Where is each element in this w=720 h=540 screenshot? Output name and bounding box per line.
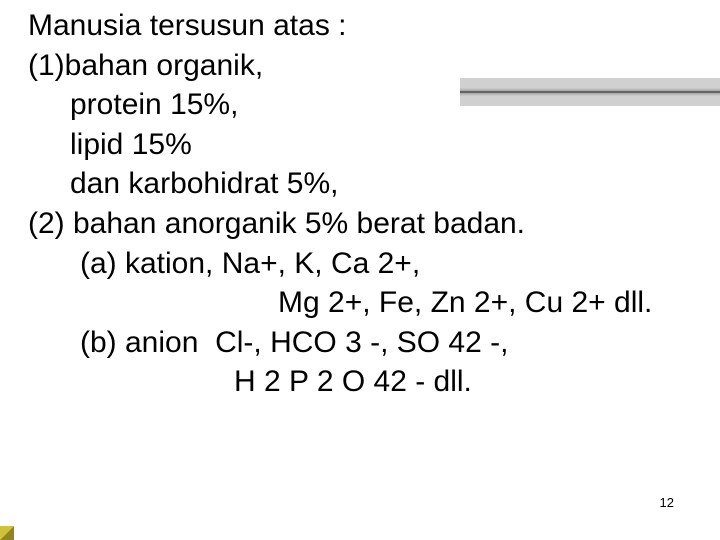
text-line-8: Mg 2+, Fe, Zn 2+, Cu 2+ dll. — [28, 283, 700, 323]
text-line-3: protein 15%, — [28, 85, 700, 125]
slide-body-text: Manusia tersusun atas : (1)bahan organik… — [28, 6, 700, 402]
text-line-10: H 2 P 2 O 42 - dll. — [28, 362, 700, 402]
text-line-2: (1)bahan organik, — [28, 46, 700, 86]
corner-decoration-fold — [0, 526, 14, 540]
text-line-9: (b) anion Cl-, HCO 3 -, SO 42 -, — [28, 323, 700, 363]
page-number: 12 — [660, 495, 674, 510]
text-line-1: Manusia tersusun atas : — [28, 6, 700, 46]
text-line-6: (2) bahan anorganik 5% berat badan. — [28, 204, 700, 244]
text-line-4: lipid 15% — [28, 125, 700, 165]
text-line-5: dan karbohidrat 5%, — [28, 164, 700, 204]
text-line-7: (a) kation, Na+, K, Ca 2+, — [28, 244, 700, 284]
slide: Manusia tersusun atas : (1)bahan organik… — [0, 0, 720, 540]
